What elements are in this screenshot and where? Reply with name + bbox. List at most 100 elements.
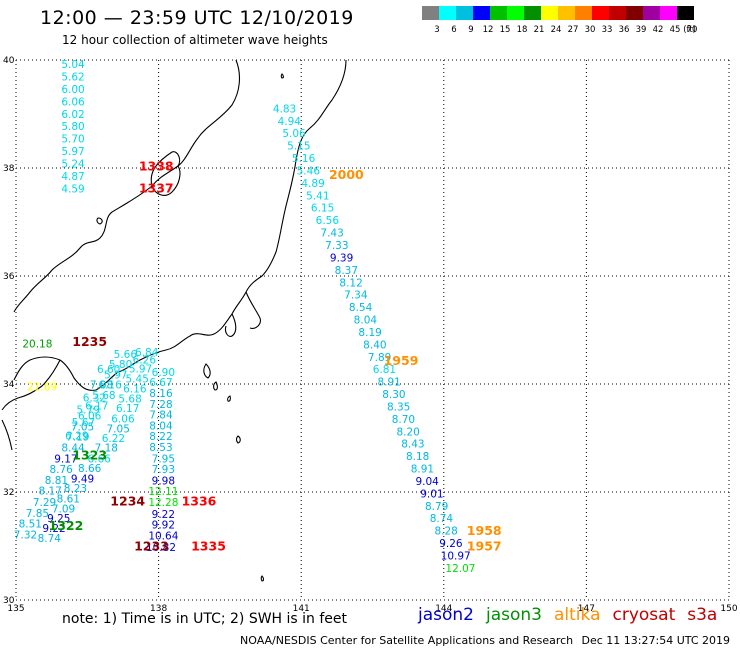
scale-label: 18 (517, 25, 528, 35)
wave-height-value: 9.22 (42, 523, 65, 535)
wave-height-value: 8.30 (382, 389, 405, 401)
wave-height-value: 4.94 (278, 116, 302, 128)
wave-height-value: 8.19 (358, 327, 381, 339)
wave-height-value: 9.26 (439, 538, 463, 550)
wave-height-value: 8.74 (430, 513, 454, 525)
scale-label: 30 (585, 25, 596, 35)
wave-height-value: 12.11 (148, 486, 178, 498)
wave-height-value: 9.17 (54, 453, 77, 465)
lat-label: 32 (3, 488, 14, 498)
wave-height-value: 8.53 (149, 442, 172, 454)
wave-height-value: 8.40 (363, 339, 386, 351)
wave-height-value: 6.00 (61, 84, 84, 96)
scale-label: 15 (500, 25, 511, 35)
wave-height-value: 10.64 (148, 531, 178, 543)
lat-label: 34 (3, 380, 15, 390)
wave-height-value: 5.97 (61, 146, 84, 158)
wave-height-value: 9.49 (71, 473, 94, 485)
wave-height-value: 8.74 (38, 533, 62, 545)
wave-height-value: 7.18 (95, 443, 118, 455)
wave-height-value: 7.84 (149, 410, 173, 422)
wave-height-value: 6.84 (135, 347, 159, 359)
wave-height-value: 6.56 (316, 215, 340, 227)
wave-height-value: 7.05 (107, 424, 130, 436)
scale-swatch (558, 6, 575, 20)
wave-height-value: 9.22 (152, 509, 175, 521)
wave-height-value: 7.34 (344, 290, 368, 302)
scale-swatch (592, 6, 609, 20)
wave-height-value: 12.28 (148, 497, 178, 509)
scale-label: 24 (551, 25, 562, 35)
wave-height-value: 5.68 (118, 393, 141, 405)
wave-height-value: 7.89 (368, 352, 391, 364)
scale-swatch (439, 6, 456, 20)
scale-label: 9 (468, 25, 473, 35)
wave-height-value: 5.41 (306, 190, 329, 202)
wave-height-value: 6.60 (97, 364, 120, 376)
wave-height-value: 6.15 (311, 203, 334, 215)
scale-swatch (541, 6, 558, 20)
wave-height-value: 7.95 (152, 453, 175, 465)
wave-height-value: 7.08 (90, 379, 113, 391)
wave-height-value: 7.85 (26, 508, 49, 520)
wave-height-value: 9.01 (420, 488, 443, 500)
scale-unit: (ft) (683, 25, 696, 35)
wave-height-value: 8.51 (19, 519, 42, 531)
wave-height-value: 7.29 (33, 497, 56, 509)
scale-swatch (575, 6, 592, 20)
wave-height-value: 20.18 (22, 338, 52, 350)
wave-height-value: 8.91 (377, 377, 400, 389)
wave-height-value: 7.93 (152, 464, 175, 476)
lat-label: 40 (3, 56, 15, 66)
wave-height-value: 8.20 (396, 426, 419, 438)
lon-label: 138 (150, 604, 167, 614)
wave-height-value: 8.43 (401, 439, 424, 451)
axis-labels: 135 138 141 144 147 150 40 38 36 34 32 30 (3, 56, 738, 614)
wave-height-value: 5.62 (61, 72, 84, 84)
pass-time: 1957 (467, 538, 502, 553)
wave-height-value: 6.17 (85, 400, 108, 412)
wave-height-value: 6.29 (65, 431, 88, 443)
wave-height-value: 8.66 (78, 463, 102, 475)
lat-label: 30 (3, 596, 15, 606)
satellite-legend: jason2 jason3 altika cryosat s3a (418, 605, 729, 625)
pass-time: 1959 (384, 353, 419, 368)
wave-height-value: 12.07 (445, 563, 475, 575)
footer: NOAA/NESDIS Center for Satellite Applica… (240, 634, 730, 647)
wave-height-value: 6.06 (78, 411, 102, 423)
color-scale-legend: 3 6 9 12 15 18 21 24 27 30 33 36 39 42 45 70(ft) (422, 6, 697, 35)
wave-height-value: 6.06 (61, 96, 85, 108)
wave-height-value: 8.22 (149, 431, 172, 443)
scale-swatch (490, 6, 507, 20)
wave-height-value: 7.05 (71, 421, 94, 433)
wave-height-value: 8.28 (434, 526, 457, 538)
wave-height-value: 5.80 (61, 121, 84, 133)
wave-height-value: 21.69 (27, 381, 57, 393)
wave-height-value: 5.04 (61, 59, 85, 71)
wave-height-value: 9.04 (415, 476, 439, 488)
wave-height-value: 8.81 (45, 475, 68, 487)
coastline (1, 59, 347, 582)
pass-time-labels: 1338 1337 2000 1959 1235 1323 1234 1336 1322 1958… (49, 159, 502, 554)
wave-height-value: 5.68 (92, 390, 115, 402)
wave-height-value: 9.25 (47, 513, 70, 525)
pass-time: 1322 (49, 518, 84, 533)
scale-label: 42 (653, 25, 664, 35)
wave-height-value: 4.83 (273, 103, 296, 115)
wave-height-value: 8.16 (149, 388, 173, 400)
wave-height-value: 7.32 (14, 529, 37, 541)
satellite-jason2: jason2 (418, 605, 474, 625)
wave-height-value: 9.92 (152, 520, 175, 532)
scale-label: 33 (602, 25, 613, 35)
scale-label: 45 (670, 25, 681, 35)
scale-swatch (473, 6, 490, 20)
wave-height-value: 9.98 (152, 475, 175, 487)
wave-height-value: 5.97 (129, 364, 152, 376)
lon-label: 147 (578, 604, 595, 614)
wave-height-value: 8.61 (57, 493, 80, 505)
pass-time: 1338 (139, 159, 174, 174)
lat-label: 36 (3, 272, 15, 282)
lat-label: 38 (3, 164, 15, 174)
wave-height-value: 8.70 (392, 414, 415, 426)
